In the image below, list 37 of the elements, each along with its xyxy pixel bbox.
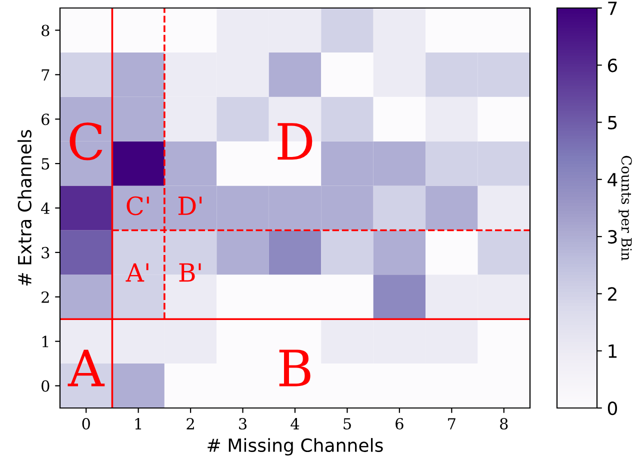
annotation: A' xyxy=(126,263,148,282)
x-tick-label: 0 xyxy=(82,418,90,430)
color-bar-label: 3 xyxy=(608,230,617,244)
y-axis-title: # Extra Channels xyxy=(18,130,32,286)
color-bar-label: 2 xyxy=(608,287,616,301)
x-tick-label: 6 xyxy=(396,418,404,430)
x-tick-label: 4 xyxy=(290,418,300,430)
annotation: D' xyxy=(178,196,202,215)
color-bar-label: 0 xyxy=(608,401,618,416)
y-tick-label: 5 xyxy=(42,158,50,170)
y-tick-label: 2 xyxy=(42,291,49,303)
annotation: B' xyxy=(179,263,201,282)
x-tick-label: 3 xyxy=(239,418,247,430)
y-tick-label: 0 xyxy=(42,380,50,392)
color-bar-label: 6 xyxy=(608,58,618,72)
x-tick-label: 5 xyxy=(344,418,351,430)
annotation: A xyxy=(68,350,105,386)
annotation: D xyxy=(278,123,312,160)
y-tick-label: 6 xyxy=(42,114,50,126)
annotation: B xyxy=(279,350,310,386)
color-bar-label: 7 xyxy=(608,2,617,15)
annotation: C xyxy=(70,122,102,160)
color-bar-title: Counts per Bin xyxy=(618,156,632,260)
color-bar-label: 5 xyxy=(608,116,617,130)
x-tick-label: 2 xyxy=(186,418,194,430)
x-tick-label: 1 xyxy=(135,418,142,430)
y-tick-label: 3 xyxy=(42,246,50,258)
x-tick-label: 8 xyxy=(500,418,508,430)
x-tick-label: 7 xyxy=(448,418,456,430)
x-axis-title: # Missing Channels xyxy=(208,438,383,456)
y-tick-label: 4 xyxy=(41,202,50,214)
annotation: C' xyxy=(126,196,149,216)
y-tick-label: 1 xyxy=(42,336,48,348)
color-bar-label: 1 xyxy=(608,344,617,358)
y-tick-label: 7 xyxy=(42,69,50,80)
color-bar-label: 4 xyxy=(608,173,618,186)
y-tick-label: 8 xyxy=(42,24,50,36)
